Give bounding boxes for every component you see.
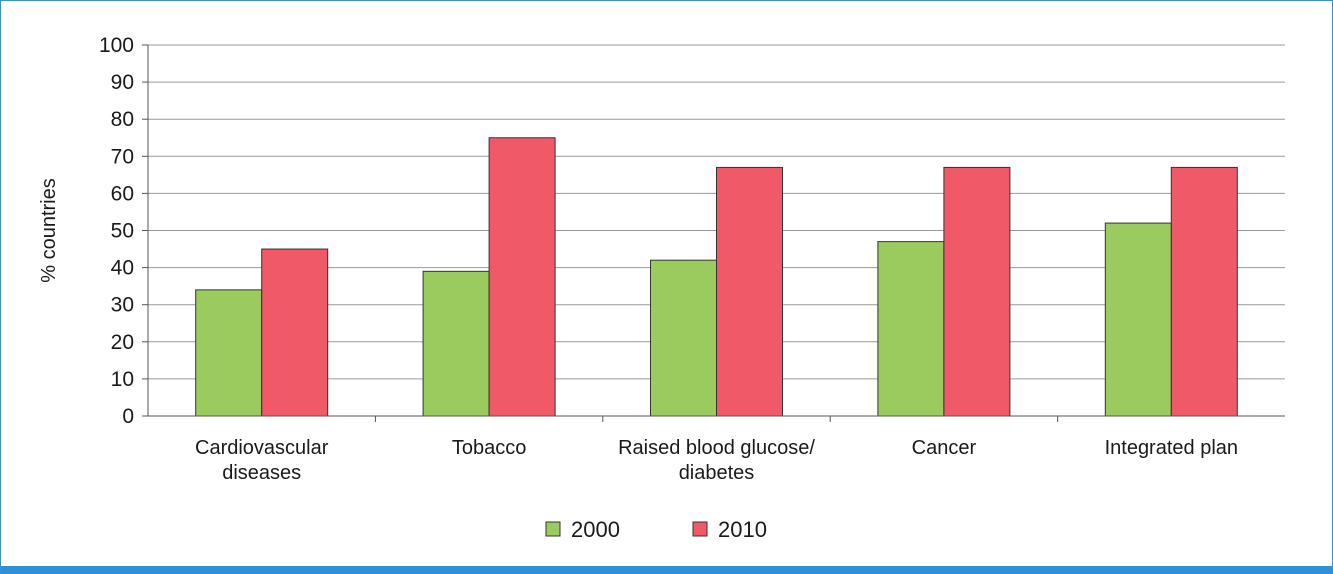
x-category-label-line: diseases [222,462,301,484]
y-axis-ticks: 0 10 20 30 40 50 60 70 80 90 100 [99,34,148,428]
bar-2010-0 [261,248,329,417]
x-category-label: Raised blood glucose/diabetes [618,437,815,484]
bar-2000-4 [1104,222,1172,417]
x-category-label-line: Integrated plan [1105,437,1238,459]
x-category-label: Integrated plan [1105,437,1238,459]
bar-2010-1 [488,137,556,417]
bar-2010-2 [716,166,783,417]
legend-label: 2010 [718,517,767,542]
legend-label: 2000 [571,517,620,542]
bar-2000-2 [650,259,717,417]
y-tick-label: 10 [111,368,134,391]
y-tick-label: 60 [111,182,134,205]
bar-2000-3 [877,241,945,417]
y-tick-label: 30 [111,294,134,317]
bottom-accent-bar [1,566,1332,574]
bar-2010-4 [1170,166,1238,417]
x-category-label: Cardiovascular diseases [195,437,329,484]
bar-2000-0 [195,289,263,417]
x-category-label-line: Tobacco [452,437,527,459]
axes [147,45,1285,422]
bar-2000-1 [422,270,490,417]
legend: 2000 2010 [545,517,767,542]
legend-swatch-2000 [545,521,561,537]
y-tick-label: 90 [111,71,134,94]
y-tick-label: 40 [111,257,134,280]
x-category-label-line: Cancer [912,437,977,459]
y-tick-label: 20 [111,331,134,354]
y-tick-label: 0 [122,405,134,428]
x-category-label: Tobacco [452,437,527,459]
y-tick-label: 100 [99,34,134,57]
legend-swatch-2010 [692,521,708,537]
y-tick-label: 50 [111,220,134,243]
x-axis-categories: Cardiovascular diseases Tobacco Raised bloo… [195,437,1238,484]
x-category-label: Cancer [912,437,977,459]
y-tick-label: 80 [111,108,134,131]
x-category-label-line: Raised blood glucose/ [618,437,815,459]
bar-2010-3 [943,166,1011,417]
bars [195,137,1238,417]
y-axis-title: % countries [38,178,60,283]
y-tick-label: 70 [111,145,134,168]
x-category-label-line: Cardiovascular [195,437,329,459]
x-category-label-line: diabetes [679,462,755,484]
